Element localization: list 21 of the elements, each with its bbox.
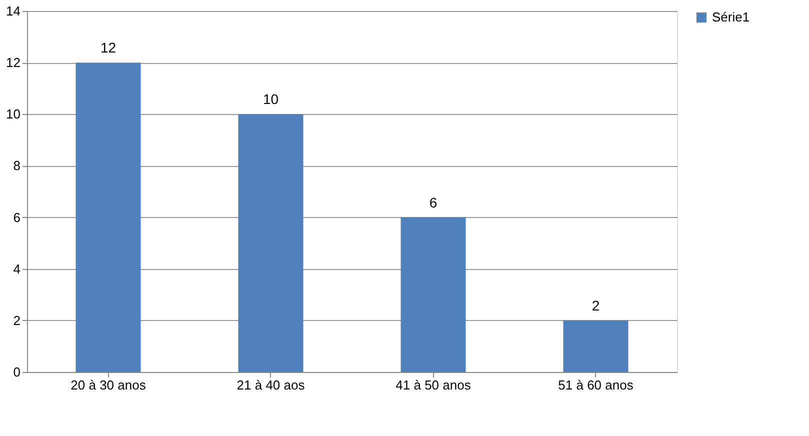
data-label: 10	[262, 91, 279, 108]
bar	[238, 114, 304, 372]
x-tick-label: 20 à 30 anos	[70, 378, 146, 392]
x-tick-label: 51 à 60 anos	[558, 378, 634, 392]
bar	[400, 217, 466, 372]
x-tick-label: 41 à 50 anos	[396, 378, 472, 392]
y-tick-label: 14	[6, 4, 20, 18]
y-tick-label: 0	[13, 364, 20, 380]
y-tick-label: 8	[13, 158, 20, 174]
y-tick-label: 2	[13, 312, 20, 328]
y-tick-label: 4	[13, 261, 20, 276]
data-label: 12	[100, 40, 116, 56]
bar	[76, 62, 141, 372]
data-label: 6	[429, 194, 438, 210]
legend-label: Série1	[712, 10, 750, 24]
y-tick-label: 6	[13, 210, 20, 225]
bar	[563, 320, 628, 372]
x-tick-label: 21 à 40 aos	[236, 378, 306, 392]
data-label: 2	[592, 297, 600, 314]
y-tick-label: 12	[6, 55, 20, 70]
y-tick-label: 10	[6, 106, 20, 122]
